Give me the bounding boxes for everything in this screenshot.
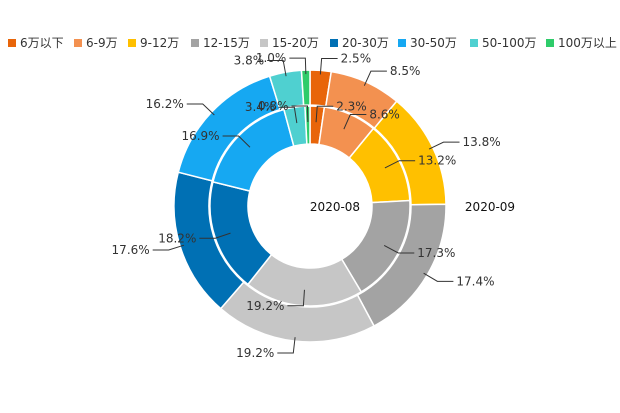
- outer-leader-line-0: [319, 57, 338, 75]
- outer-leader-line-5: [152, 244, 185, 251]
- legend-label-0[interactable]: 6万以下: [20, 36, 64, 50]
- inner-data-label-0: 2.3%: [336, 99, 367, 113]
- inner-ring-2020-08: [209, 105, 411, 307]
- outer-data-label-2: 13.8%: [463, 135, 501, 149]
- outer-series-label: 2020-09: [465, 200, 515, 214]
- legend-swatch-7[interactable]: [470, 39, 478, 47]
- legend-swatch-1[interactable]: [74, 39, 82, 47]
- legend-label-1[interactable]: 6-9万: [86, 36, 118, 50]
- outer-data-label-5: 17.6%: [112, 243, 150, 257]
- inner-data-label-5: 18.2%: [158, 231, 196, 245]
- outer-data-label-7: 3.8%: [234, 53, 265, 67]
- legend-swatch-5[interactable]: [330, 39, 338, 47]
- outer-data-label-4: 19.2%: [236, 346, 274, 360]
- outer-leader-line-1: [363, 70, 387, 86]
- inner-data-label-8: 0.8%: [258, 99, 289, 113]
- inner-data-label-7: 3.4%: [245, 100, 276, 114]
- legend-swatch-4[interactable]: [260, 39, 268, 47]
- outer-ring-2020-09: [173, 69, 447, 343]
- outer-leader-line-6: [186, 103, 215, 116]
- legend-swatch-3[interactable]: [191, 39, 199, 47]
- legend-swatch-6[interactable]: [398, 39, 406, 47]
- outer-leader-line-4: [277, 337, 296, 354]
- inner-data-label-6: 16.9%: [181, 129, 219, 143]
- outer-leader-line-7: [267, 59, 287, 77]
- data-labels: 2.3%8.6% 13.2% 17.3% 19.2% 18.2% 16.9% 3.4%0.8…: [112, 51, 501, 360]
- outer-data-label-8: 1.0%: [256, 51, 287, 65]
- outer-leader-line-8: [289, 57, 307, 75]
- inner-data-label-1: 8.6%: [369, 107, 400, 121]
- inner-leader-line-8: [291, 105, 309, 123]
- legend-label-5[interactable]: 20-30万: [342, 36, 389, 50]
- legend-label-7[interactable]: 50-100万: [482, 36, 537, 50]
- legend-label-8[interactable]: 100万以上: [558, 36, 617, 50]
- outer-data-label-3: 17.4%: [456, 274, 494, 288]
- inner-data-label-2: 13.2%: [418, 154, 456, 168]
- outer-leader-line-2: [428, 141, 460, 150]
- outer-data-label-6: 16.2%: [146, 97, 184, 111]
- inner-leader-line-4: [287, 289, 305, 307]
- inner-data-label-4: 19.2%: [246, 299, 284, 313]
- legend-swatch-2[interactable]: [128, 39, 136, 47]
- inner-leader-line-0: [315, 105, 334, 123]
- inner-leader-line-7: [278, 106, 298, 124]
- inner-leader-line-2: [384, 160, 416, 169]
- outer-slice-100-8[interactable]: [300, 69, 311, 106]
- legend: 6万以下 6-9万 9-12万 12-15万 15-20万 20-30万 30-50万 50-…: [8, 36, 617, 50]
- legend-label-6[interactable]: 30-50万: [410, 36, 457, 50]
- legend-label-2[interactable]: 9-12万: [140, 36, 179, 50]
- legend-swatch-0[interactable]: [8, 39, 16, 47]
- inner-series-label: 2020-08: [310, 200, 360, 214]
- outer-data-label-1: 8.5%: [390, 64, 421, 78]
- legend-label-3[interactable]: 12-15万: [203, 36, 250, 50]
- legend-swatch-8[interactable]: [546, 39, 554, 47]
- inner-leader-line-1: [343, 113, 367, 130]
- inner-data-label-3: 17.3%: [417, 246, 455, 260]
- inner-leader-line-3: [383, 245, 415, 254]
- outer-leader-line-3: [423, 272, 454, 282]
- inner-leader-line-5: [199, 232, 231, 239]
- inner-leader-line-6: [222, 135, 251, 148]
- outer-data-label-0: 2.5%: [341, 51, 372, 65]
- legend-label-4[interactable]: 15-20万: [272, 36, 319, 50]
